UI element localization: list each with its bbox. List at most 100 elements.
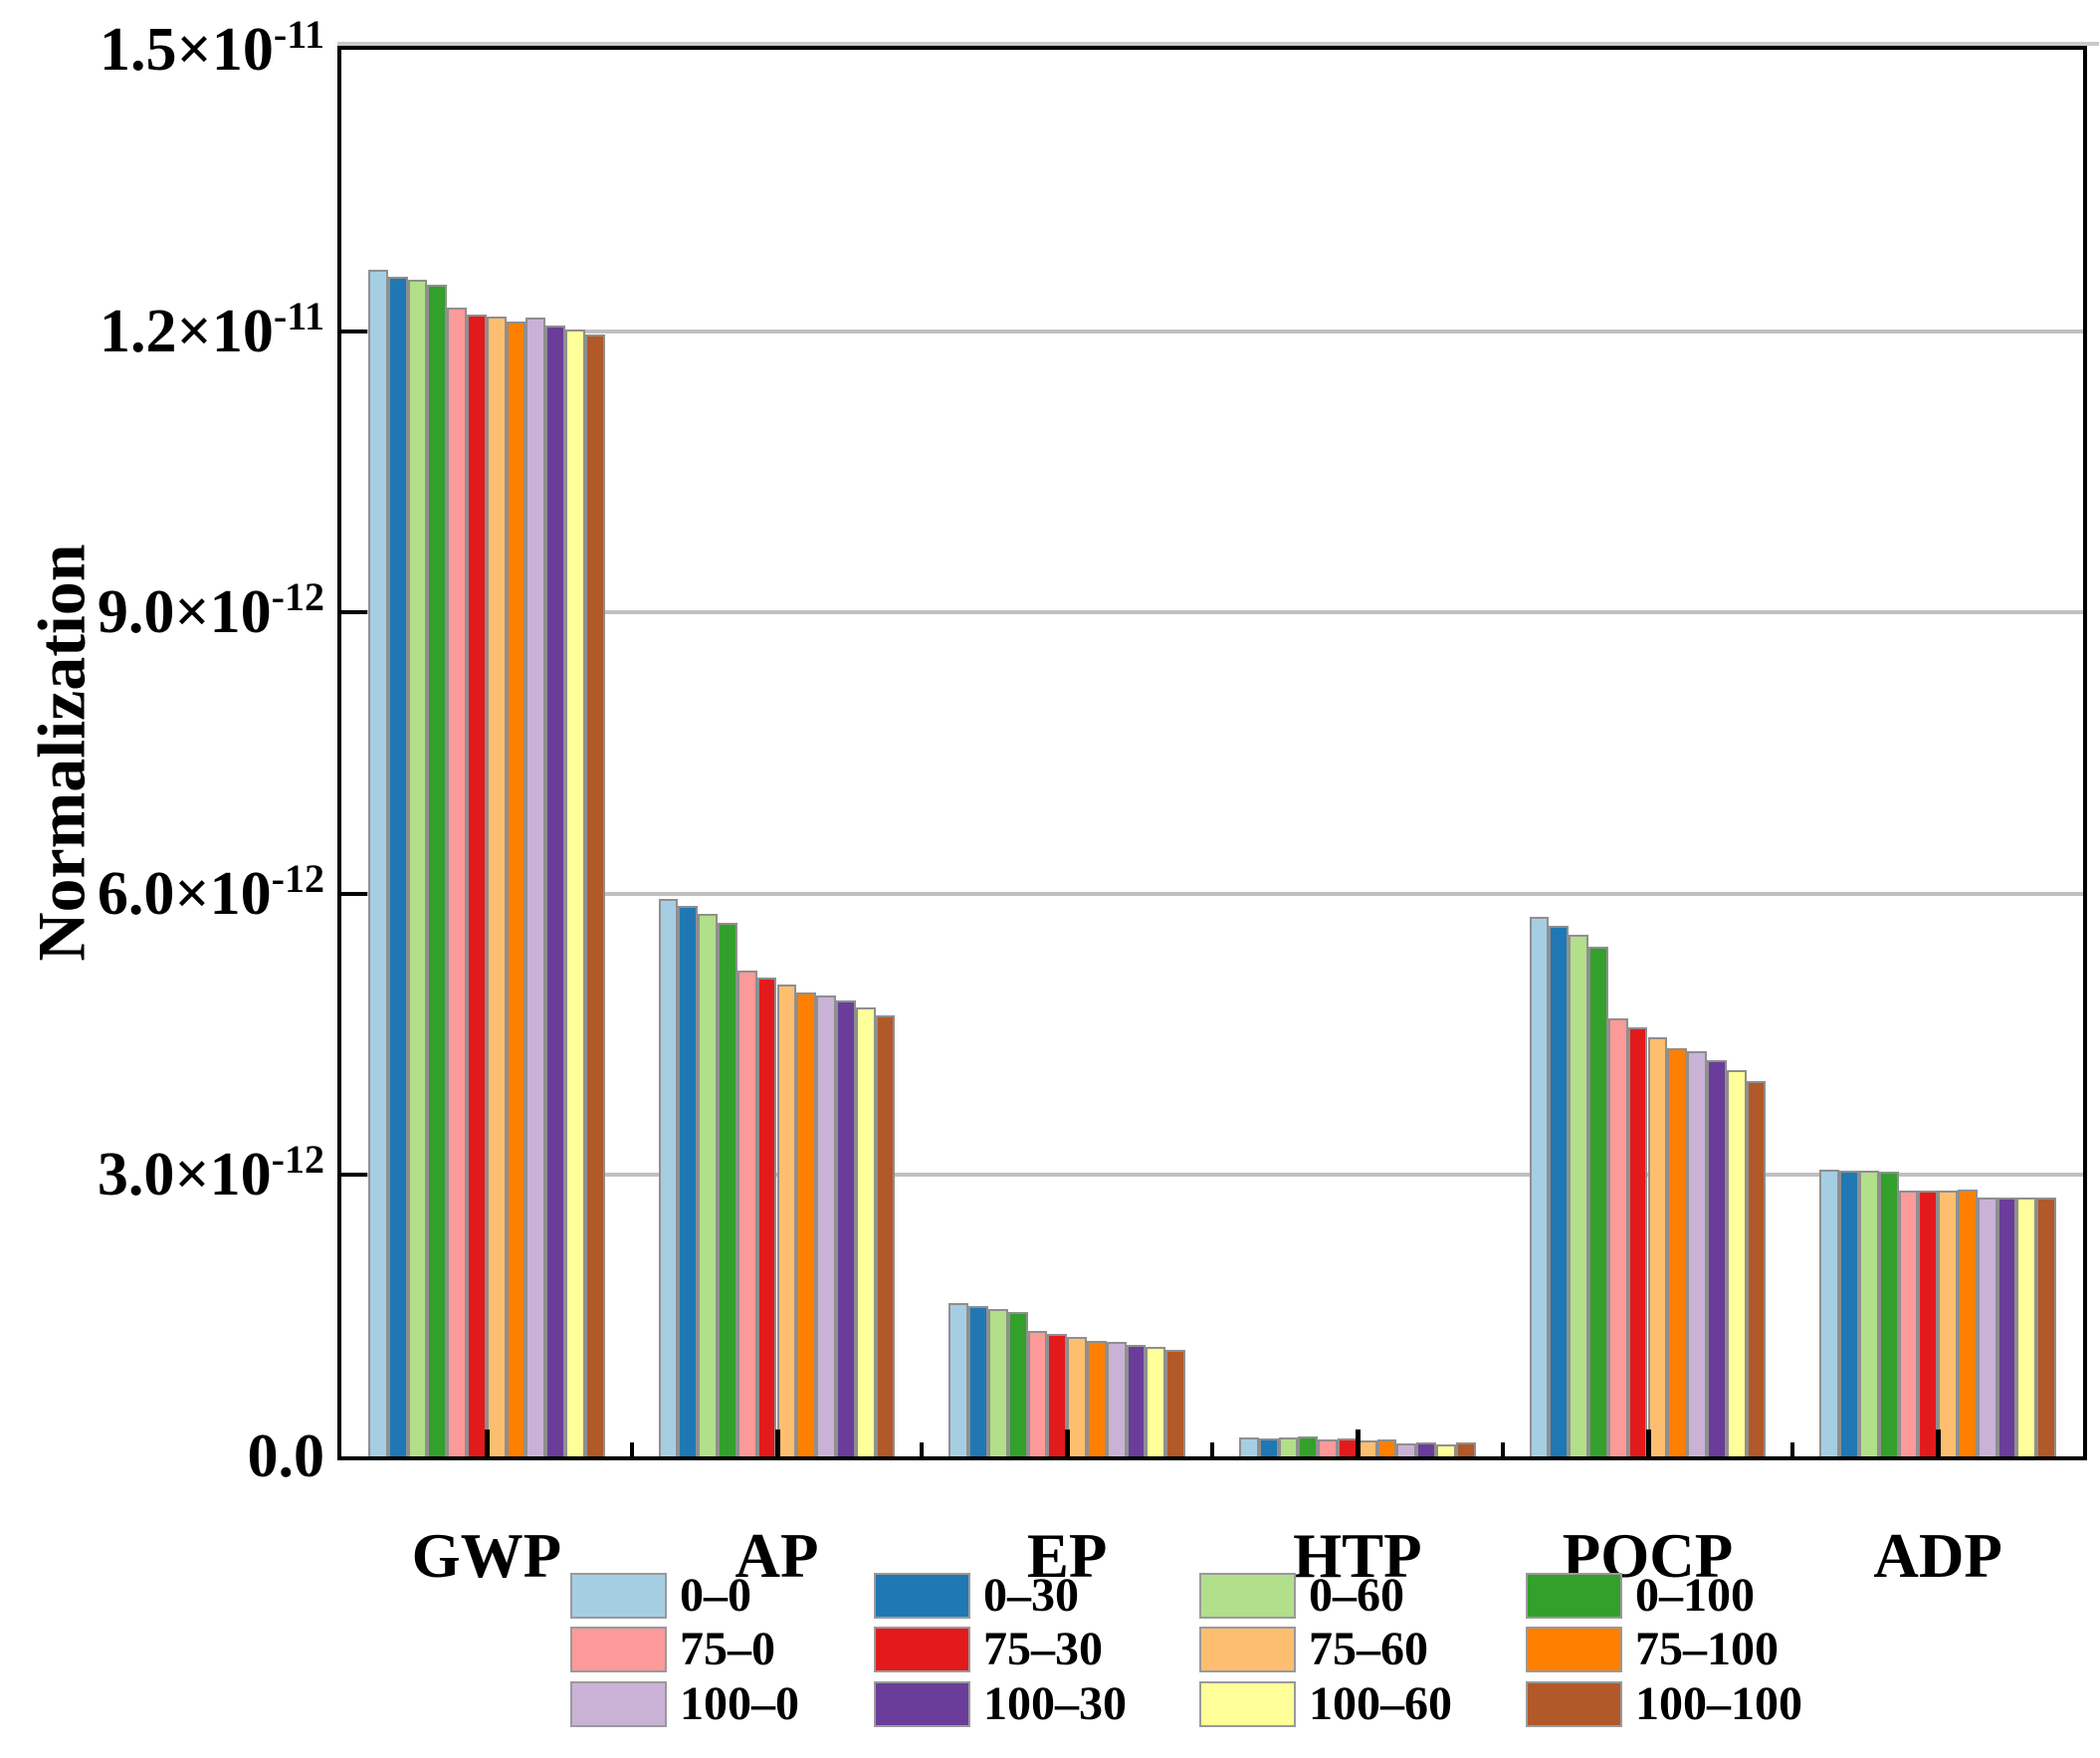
bar-GWP-75–100	[506, 322, 526, 1456]
legend-swatch	[1199, 1627, 1296, 1672]
bar-ADP-100–30	[1996, 1198, 2017, 1456]
y-tick-exponent: -11	[273, 12, 324, 57]
x-tick-major	[1936, 1429, 1942, 1456]
bar-GWP-0–60	[407, 279, 428, 1456]
x-tick-minor	[1790, 1442, 1795, 1456]
legend-label: 0–100	[1635, 1569, 1755, 1622]
bar-ADP-100–100	[2036, 1198, 2056, 1456]
y-tick-mantissa: 1.5×10	[100, 16, 274, 84]
bar-POCP-100–30	[1706, 1059, 1727, 1456]
y-tick	[341, 610, 367, 615]
bar-POCP-75–60	[1647, 1036, 1668, 1456]
legend-item-100–60: 100–60	[1199, 1680, 1452, 1728]
legend-item-0–100: 0–100	[1526, 1572, 1755, 1620]
bar-EP-100–100	[1165, 1349, 1185, 1456]
bar-ADP-75–100	[1957, 1189, 1978, 1456]
bar-POCP-75–0	[1607, 1018, 1628, 1456]
legend-swatch	[1526, 1681, 1622, 1727]
legend-label: 100–60	[1309, 1677, 1452, 1730]
bar-AP-100–0	[816, 995, 836, 1456]
legend-label: 75–100	[1635, 1623, 1779, 1675]
bar-POCP-0–100	[1588, 947, 1608, 1456]
legend-item-75–60: 75–60	[1199, 1626, 1428, 1673]
x-tick-major	[1355, 1429, 1361, 1456]
y-tick-label: 1.5×10-11	[0, 10, 324, 90]
legend-swatch	[874, 1681, 970, 1727]
legend-label: 100–30	[983, 1677, 1127, 1730]
bar-EP-0–60	[987, 1309, 1008, 1456]
legend-swatch	[874, 1627, 970, 1672]
y-tick-label: 3.0×10-12	[0, 1135, 324, 1214]
bar-EP-75–60	[1067, 1337, 1087, 1456]
bar-HTP-75–100	[1376, 1439, 1397, 1456]
bar-POCP-100–100	[1746, 1081, 1767, 1456]
legend-item-75–100: 75–100	[1526, 1626, 1779, 1673]
y-tick-mantissa: 1.2×10	[100, 297, 274, 365]
bar-HTP-100–30	[1416, 1441, 1437, 1456]
bar-POCP-75–100	[1667, 1048, 1688, 1456]
bar-EP-0–30	[968, 1306, 988, 1456]
bar-EP-75–30	[1047, 1333, 1068, 1456]
bar-POCP-100–0	[1687, 1051, 1707, 1456]
bar-HTP-0–100	[1298, 1436, 1319, 1456]
bar-AP-0–100	[718, 923, 737, 1456]
bar-HTP-100–100	[1455, 1441, 1476, 1456]
legend-swatch	[570, 1627, 667, 1672]
bar-GWP-0–0	[368, 270, 388, 1456]
legend-label: 0–30	[983, 1569, 1079, 1622]
bar-EP-100–0	[1106, 1342, 1127, 1456]
bar-POCP-0–30	[1549, 925, 1570, 1456]
y-tick-exponent: -12	[271, 1137, 324, 1183]
bar-AP-0–30	[678, 906, 699, 1456]
bar-ADP-0–30	[1839, 1170, 1859, 1456]
bar-AP-75–100	[796, 991, 817, 1456]
y-tick-label: 1.2×10-11	[0, 292, 324, 371]
bar-AP-0–60	[698, 913, 719, 1456]
x-tick-major	[1065, 1429, 1071, 1456]
x-tick-minor	[629, 1442, 634, 1456]
bar-GWP-100–100	[584, 334, 605, 1456]
bar-AP-75–0	[736, 971, 757, 1456]
bar-POCP-0–0	[1529, 917, 1550, 1456]
legend-swatch	[874, 1573, 970, 1619]
bar-AP-0–0	[658, 899, 679, 1456]
x-tick-major	[484, 1429, 490, 1456]
bar-POCP-75–30	[1627, 1026, 1648, 1456]
bar-HTP-75–30	[1338, 1438, 1358, 1456]
legend-item-100–30: 100–30	[874, 1680, 1127, 1728]
legend-item-0–30: 0–30	[874, 1572, 1079, 1620]
x-tick-major	[774, 1429, 780, 1456]
bar-GWP-100–60	[565, 329, 585, 1456]
bar-ADP-0–60	[1858, 1170, 1879, 1456]
y-tick-label: 0.0	[0, 1417, 325, 1496]
legend-label: 75–60	[1309, 1623, 1428, 1675]
legend-item-100–0: 100–0	[570, 1680, 799, 1728]
bar-ADP-0–0	[1819, 1169, 1840, 1456]
bar-EP-75–100	[1086, 1341, 1107, 1456]
category-label-HTP: HTP	[1293, 1521, 1422, 1591]
bar-ADP-100–60	[2016, 1198, 2037, 1456]
bar-ADP-75–30	[1918, 1191, 1939, 1456]
bar-AP-75–60	[776, 985, 797, 1456]
bar-AP-75–30	[756, 977, 777, 1456]
bar-AP-100–60	[855, 1006, 876, 1456]
y-tick-mantissa: 6.0×10	[97, 859, 272, 928]
legend-swatch	[1199, 1681, 1296, 1727]
bar-EP-75–0	[1027, 1330, 1048, 1456]
legend-swatch	[570, 1681, 667, 1727]
y-tick-exponent: -12	[271, 855, 324, 901]
bar-POCP-0–60	[1569, 935, 1589, 1456]
bar-ADP-0–100	[1878, 1171, 1899, 1456]
bar-ADP-100–0	[1977, 1198, 1997, 1456]
legend-swatch	[1526, 1627, 1622, 1672]
bar-HTP-75–0	[1318, 1439, 1339, 1456]
bar-ADP-75–0	[1898, 1191, 1919, 1456]
bar-GWP-0–100	[427, 285, 448, 1456]
x-tick-major	[1645, 1429, 1651, 1456]
bar-GWP-100–30	[545, 325, 566, 1456]
category-label-GWP: GWP	[411, 1521, 562, 1591]
bar-POCP-100–60	[1726, 1069, 1747, 1456]
legend-item-100–100: 100–100	[1526, 1680, 1802, 1728]
x-tick-minor	[920, 1442, 925, 1456]
